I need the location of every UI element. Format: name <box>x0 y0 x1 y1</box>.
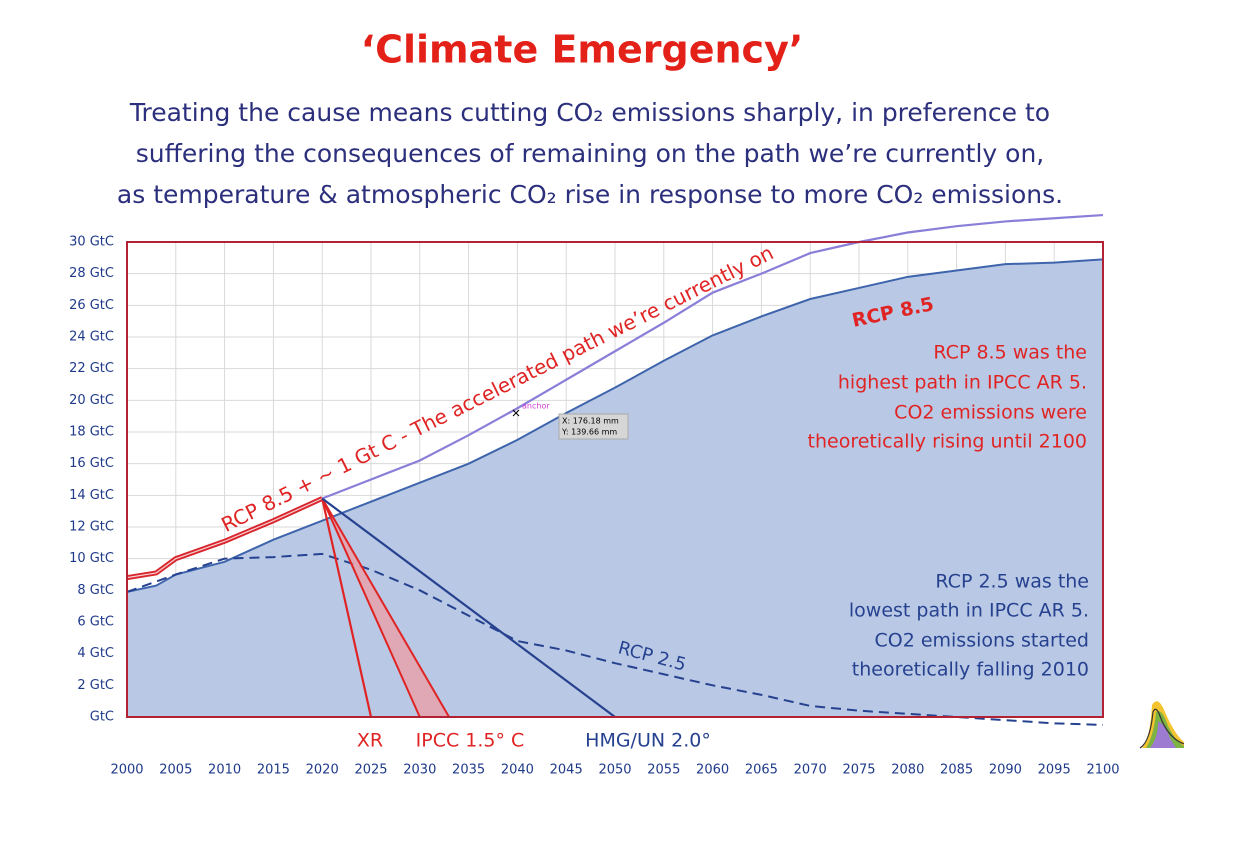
plot-frame <box>126 241 1104 718</box>
annotation: theoretically rising until 2100 <box>808 431 1087 453</box>
subtitle: as temperature & atmospheric CO₂ rise in… <box>117 180 1063 209</box>
x-tick-label: 2060 <box>696 763 729 778</box>
line <box>321 213 1104 500</box>
y-tick-label: 28 GtC <box>69 266 114 281</box>
x-tick-label: 2100 <box>1086 763 1119 778</box>
x-tick-label: 2065 <box>745 763 778 778</box>
x-tick-label: 2035 <box>452 763 485 778</box>
line-inner <box>126 497 323 579</box>
series-label: XR <box>357 730 383 752</box>
y-tick-label: 22 GtC <box>69 361 114 376</box>
line <box>321 498 373 718</box>
x-tick-label: 2015 <box>257 763 290 778</box>
y-tick-label: 12 GtC <box>69 520 114 535</box>
x-tick-label: 2085 <box>940 763 973 778</box>
annotation: RCP 8.5 was the <box>933 342 1087 364</box>
anchor-label: anchor <box>522 402 550 411</box>
line <box>126 552 1104 726</box>
y-tick-label: 24 GtC <box>69 330 114 345</box>
tooltip-text: Y: 139.66 mm <box>561 428 617 437</box>
y-tick-label: 4 GtC <box>77 646 114 661</box>
x-tick-label: 2055 <box>647 763 680 778</box>
annotation: RCP 2.5 was the <box>935 571 1089 593</box>
y-tick-label: 20 GtC <box>69 393 114 408</box>
chart-title: ‘Climate Emergency’ <box>361 28 804 72</box>
cursor <box>512 409 520 417</box>
y-tick-label: 30 GtC <box>69 235 114 250</box>
y-tick-label: 2 GtC <box>77 678 114 693</box>
x-tick-label: 2045 <box>550 763 583 778</box>
x-tick-label: 2030 <box>403 763 436 778</box>
series-label: HMG/UN 2.0° <box>585 730 711 752</box>
x-tick-label: 2050 <box>598 763 631 778</box>
annotation: CO2 emissions started <box>874 630 1089 652</box>
subtitle: Treating the cause means cutting CO₂ emi… <box>129 98 1050 127</box>
x-tick-label: 2020 <box>306 763 339 778</box>
annotation: highest path in IPCC AR 5. <box>838 372 1087 394</box>
y-tick-label: 10 GtC <box>69 551 114 566</box>
x-tick-label: 2075 <box>842 763 875 778</box>
y-tick-label: GtC <box>90 710 114 725</box>
series-label: IPCC 1.5° C <box>416 730 525 752</box>
x-tick-label: 2000 <box>110 763 143 778</box>
tooltip <box>558 413 629 440</box>
subtitle: suffering the consequences of remaining … <box>136 139 1045 168</box>
tooltip-text: X: 176.18 mm <box>562 417 619 426</box>
annotation: lowest path in IPCC AR 5. <box>849 600 1089 622</box>
x-tick-label: 2090 <box>989 763 1022 778</box>
y-tick-label: 8 GtC <box>77 583 114 598</box>
annotation: CO2 emissions were <box>894 402 1087 424</box>
y-tick-label: 14 GtC <box>69 488 114 503</box>
x-tick-label: 2040 <box>501 763 534 778</box>
y-tick-label: 16 GtC <box>69 456 114 471</box>
x-tick-label: 2080 <box>891 763 924 778</box>
x-tick-label: 2025 <box>354 763 387 778</box>
line <box>321 497 616 718</box>
y-tick-label: 18 GtC <box>69 425 114 440</box>
area-line <box>126 258 1104 593</box>
x-tick-label: 2010 <box>208 763 241 778</box>
y-tick-label: 6 GtC <box>77 615 114 630</box>
x-tick-label: 2070 <box>794 763 827 778</box>
y-tick-label: 26 GtC <box>69 298 114 313</box>
x-tick-label: 2005 <box>159 763 192 778</box>
annotation: theoretically falling 2010 <box>852 659 1089 681</box>
logo <box>1139 701 1185 749</box>
x-tick-label: 2095 <box>1038 763 1071 778</box>
